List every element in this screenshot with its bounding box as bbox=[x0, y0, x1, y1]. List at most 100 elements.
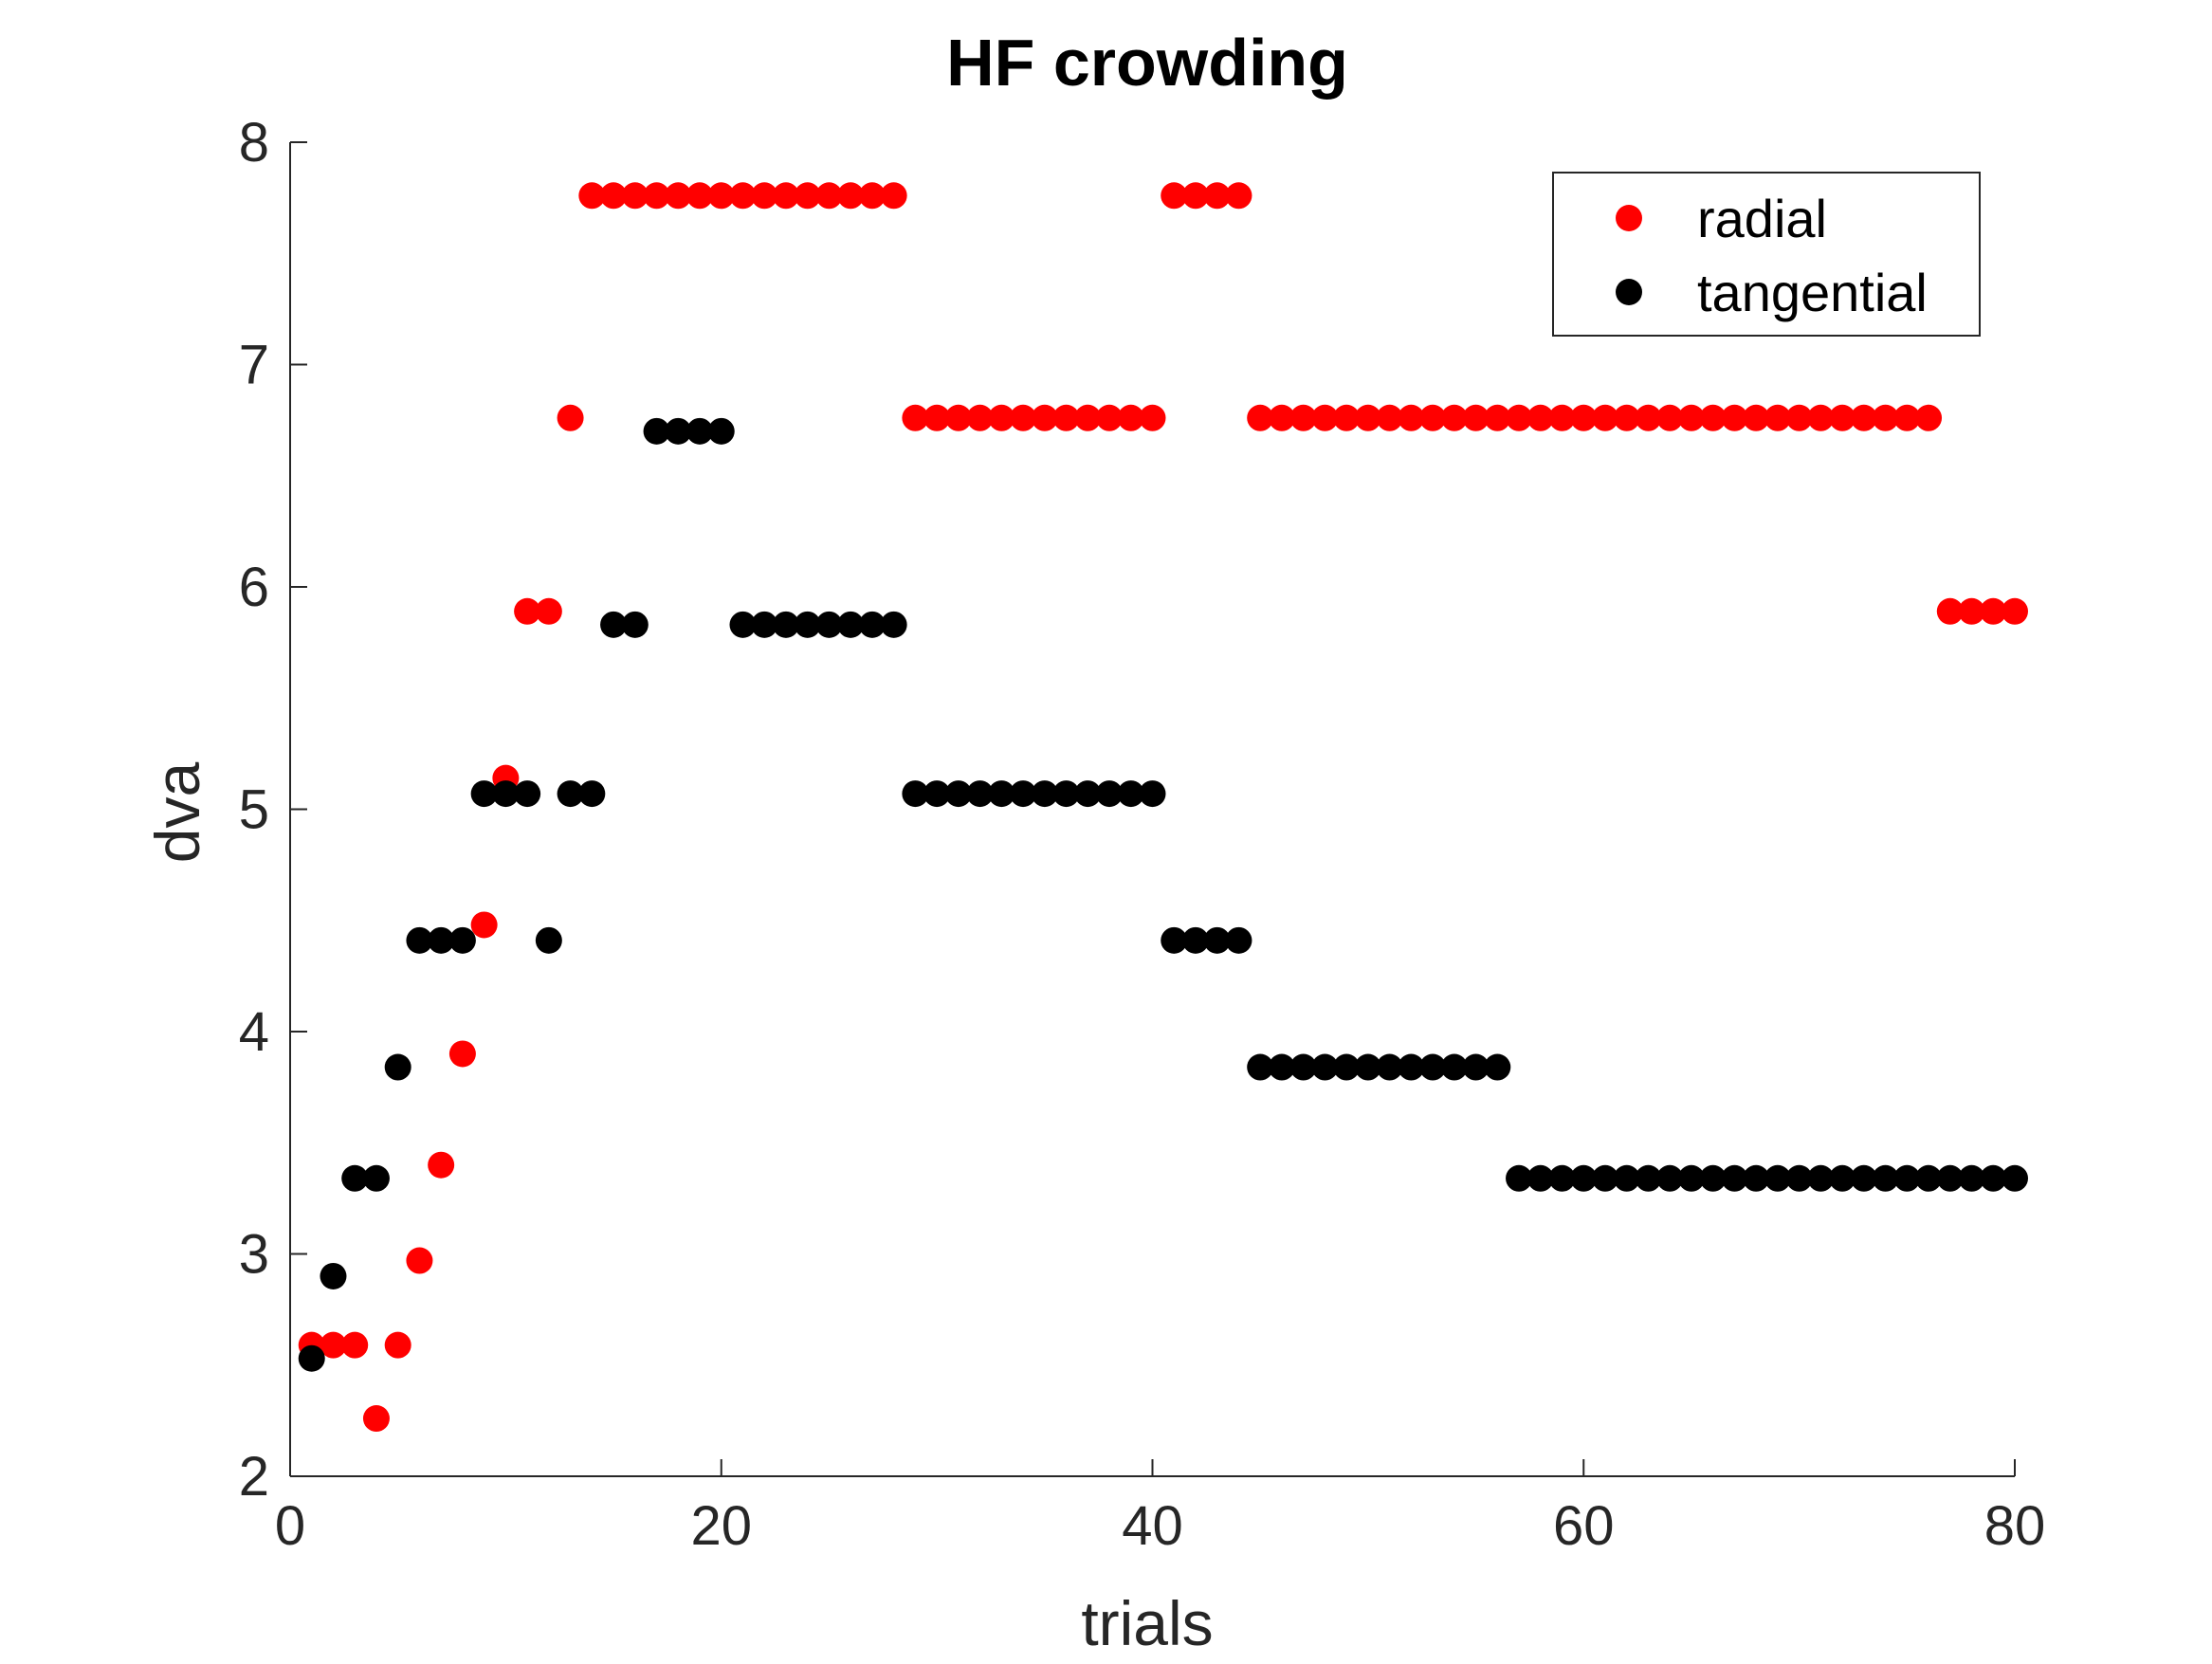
radial-point bbox=[470, 911, 498, 939]
radial-point bbox=[2002, 597, 2028, 625]
radial-point bbox=[1807, 404, 1835, 431]
radial-point bbox=[1074, 404, 1102, 431]
tangential-point bbox=[880, 611, 907, 638]
y-tick-label: 2 bbox=[239, 1446, 269, 1508]
radial-point bbox=[320, 1331, 347, 1359]
radial-point bbox=[1506, 404, 1533, 431]
legend: radial tangential bbox=[1552, 172, 1981, 337]
tangential-point bbox=[341, 1164, 369, 1192]
tangential-point bbox=[621, 611, 649, 638]
tangential-point bbox=[1613, 1164, 1640, 1192]
tangential-point bbox=[665, 417, 692, 445]
tangential-point bbox=[298, 1344, 325, 1372]
radial-point bbox=[535, 597, 562, 625]
radial-point bbox=[384, 1331, 411, 1359]
tangential-point bbox=[362, 1164, 390, 1192]
radial-point bbox=[1699, 404, 1727, 431]
tangential-point bbox=[923, 780, 951, 808]
tangential-point bbox=[578, 780, 606, 808]
radial-point bbox=[944, 404, 972, 431]
tangential-point bbox=[1268, 1053, 1295, 1081]
tangential-point bbox=[514, 780, 541, 808]
tangential-point bbox=[1850, 1164, 1877, 1192]
tangential-point bbox=[729, 611, 757, 638]
radial-point bbox=[1484, 404, 1511, 431]
tangential-point bbox=[1893, 1164, 1921, 1192]
radial-point bbox=[448, 1040, 476, 1068]
x-axis-label: trials bbox=[1081, 1588, 1213, 1658]
radial-point bbox=[1376, 404, 1403, 431]
radial-point bbox=[1354, 404, 1381, 431]
tangential-point bbox=[794, 611, 821, 638]
radial-point bbox=[923, 404, 951, 431]
series-radial bbox=[298, 182, 2028, 1433]
tangential-point bbox=[1052, 780, 1080, 808]
tangential-point bbox=[535, 926, 562, 954]
radial-point bbox=[1181, 182, 1209, 210]
tangential-point bbox=[1958, 1164, 1985, 1192]
tangential-point bbox=[1829, 1164, 1856, 1192]
tangential-point bbox=[1462, 1053, 1490, 1081]
tangential-point bbox=[384, 1053, 411, 1081]
radial-point bbox=[1850, 404, 1877, 431]
radial-point bbox=[1980, 597, 2007, 625]
radial-point bbox=[1591, 404, 1618, 431]
tangential-point bbox=[1225, 926, 1252, 954]
radial-point bbox=[665, 182, 692, 210]
tangential-point bbox=[1484, 1053, 1511, 1081]
radial-point bbox=[1333, 404, 1361, 431]
tangential-point bbox=[1139, 780, 1166, 808]
radial-point bbox=[1785, 404, 1813, 431]
radial-point bbox=[1440, 404, 1468, 431]
tangential-point bbox=[320, 1262, 347, 1289]
axes bbox=[289, 142, 2015, 1477]
radial-point bbox=[514, 597, 541, 625]
radial-point bbox=[557, 404, 584, 431]
tangential-point bbox=[1419, 1053, 1447, 1081]
radial-point bbox=[578, 182, 606, 210]
radial-point bbox=[1203, 182, 1231, 210]
tangential-point bbox=[1203, 926, 1231, 954]
tangential-point bbox=[815, 611, 843, 638]
radial-point bbox=[1872, 404, 1899, 431]
tangential-point bbox=[1591, 1164, 1618, 1192]
tangential-point bbox=[1743, 1164, 1770, 1192]
radial-point bbox=[880, 182, 907, 210]
radial-point bbox=[1829, 404, 1856, 431]
legend-marker-tangential bbox=[1616, 279, 1642, 305]
radial-point bbox=[729, 182, 757, 210]
legend-label-radial: radial bbox=[1697, 189, 1827, 248]
radial-point bbox=[643, 182, 670, 210]
tangential-point bbox=[1354, 1053, 1381, 1081]
tangential-point bbox=[1117, 780, 1144, 808]
tangential-point bbox=[1936, 1164, 1964, 1192]
radial-point bbox=[794, 182, 821, 210]
radial-point bbox=[1031, 404, 1058, 431]
radial-point bbox=[772, 182, 799, 210]
tangential-point bbox=[1656, 1164, 1684, 1192]
y-axis-label: dva bbox=[142, 762, 212, 864]
tangential-point bbox=[751, 611, 778, 638]
y-tick-label: 3 bbox=[239, 1224, 269, 1286]
radial-point bbox=[686, 182, 714, 210]
tangential-point bbox=[1785, 1164, 1813, 1192]
tangential-point bbox=[1398, 1053, 1425, 1081]
radial-point bbox=[1743, 404, 1770, 431]
tangential-point bbox=[557, 780, 584, 808]
radial-point bbox=[988, 404, 1015, 431]
x-tick-label: 80 bbox=[1984, 1495, 2046, 1557]
series-tangential bbox=[298, 417, 2028, 1372]
radial-point bbox=[1010, 404, 1037, 431]
radial-point bbox=[1721, 404, 1748, 431]
y-tick-label: 4 bbox=[239, 1001, 269, 1063]
tangential-point bbox=[492, 780, 520, 808]
radial-point bbox=[428, 1151, 455, 1179]
radial-point bbox=[1462, 404, 1490, 431]
tangential-point bbox=[1031, 780, 1058, 808]
tangential-point bbox=[1980, 1164, 2007, 1192]
radial-point bbox=[1958, 597, 1985, 625]
x-tick-label: 40 bbox=[1122, 1495, 1183, 1557]
radial-point bbox=[341, 1331, 369, 1359]
tangential-point bbox=[1526, 1164, 1554, 1192]
